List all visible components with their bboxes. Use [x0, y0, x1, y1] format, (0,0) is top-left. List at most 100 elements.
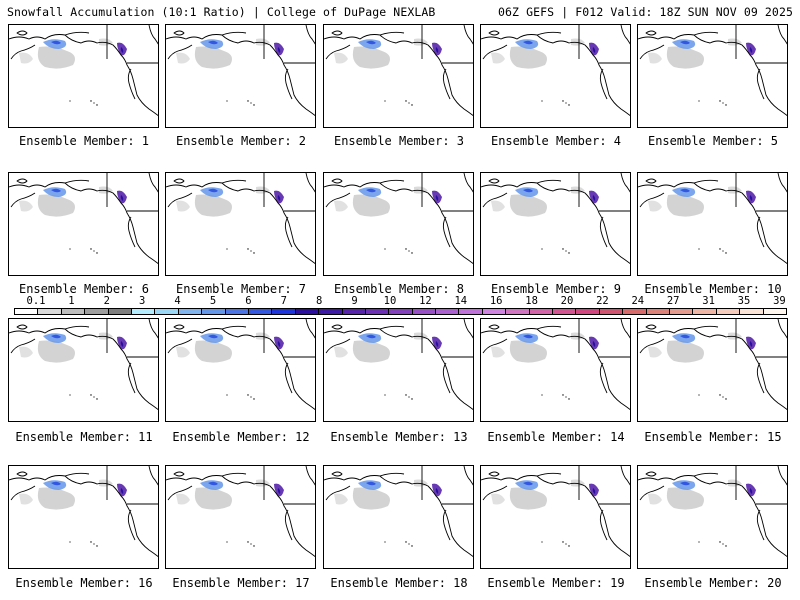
ensemble-member-caption: Ensemble Member: 7 — [175, 282, 307, 296]
ensemble-member-caption: Ensemble Member: 8 — [333, 282, 465, 296]
snowfall-map-graphic — [638, 466, 787, 558]
colorbar-swatch — [154, 308, 179, 315]
snowfall-map-graphic — [9, 25, 158, 117]
snowfall-map-graphic — [638, 25, 787, 117]
colorbar-tick-label: 20 — [560, 295, 574, 307]
ensemble-member-caption: Ensemble Member: 1 — [18, 134, 150, 148]
colorbar-swatch — [341, 308, 366, 315]
snowfall-map-graphic — [324, 466, 473, 558]
ensemble-member-caption: Ensemble Member: 10 — [644, 282, 782, 296]
colorbar-tick-label: 10 — [383, 295, 397, 307]
snowfall-colorbar-legend: 0.1 1 2 3 4 5 6 7 8 9 10 12 14 16 18 20 22 24 27 31 35 39 — [14, 295, 787, 318]
ensemble-member-map-4 — [480, 24, 631, 128]
ensemble-member-caption: Ensemble Member: 14 — [487, 430, 625, 444]
ensemble-member-map-16 — [8, 465, 159, 569]
snowfall-map-graphic — [481, 319, 630, 411]
colorbar-swatch — [669, 308, 694, 315]
colorbar-swatch — [14, 308, 39, 315]
ensemble-member-caption: Ensemble Member: 16 — [15, 576, 153, 590]
ensemble-member-map-7 — [165, 172, 316, 276]
ensemble-member-map-3 — [323, 24, 474, 128]
colorbar-tick-label: 6 — [245, 295, 252, 307]
colorbar-swatch — [388, 308, 413, 315]
colorbar-swatch — [528, 308, 554, 315]
colorbar-swatch — [645, 308, 671, 315]
ensemble-member-caption: Ensemble Member: 15 — [644, 430, 782, 444]
colorbar-swatch — [715, 308, 741, 315]
colorbar-swatch — [458, 308, 483, 315]
colorbar-tick-label: 39 — [773, 295, 786, 307]
snowfall-map-graphic — [9, 173, 158, 265]
colorbar-swatch — [598, 308, 624, 315]
colorbar-tick-label: 16 — [489, 295, 503, 307]
colorbar-swatch — [107, 308, 132, 315]
ensemble-member-caption: Ensemble Member: 9 — [490, 282, 622, 296]
colorbar-tick-label: 18 — [525, 295, 538, 307]
ensemble-member-map-15 — [637, 318, 788, 422]
ensemble-member-caption: Ensemble Member: 20 — [644, 576, 782, 590]
snowfall-map-graphic — [324, 319, 473, 411]
colorbar-swatch — [224, 308, 249, 315]
ensemble-member-map-2 — [165, 24, 316, 128]
ensemble-member-map-8 — [323, 172, 474, 276]
colorbar-tick-label: 27 — [666, 295, 680, 307]
ensemble-member-map-13 — [323, 318, 474, 422]
colorbar-tick-label: 14 — [454, 295, 468, 307]
ensemble-member-caption: Ensemble Member: 13 — [330, 430, 468, 444]
ensemble-member-map-10 — [637, 172, 788, 276]
snowfall-map-graphic — [166, 319, 315, 411]
colorbar-swatch — [294, 308, 320, 315]
ensemble-member-map-5 — [637, 24, 788, 128]
ensemble-member-caption: Ensemble Member: 19 — [487, 576, 625, 590]
colorbar-swatch — [201, 308, 226, 315]
colorbar-swatch — [622, 308, 647, 315]
ensemble-member-caption: Ensemble Member: 4 — [490, 134, 622, 148]
ensemble-member-map-9 — [480, 172, 631, 276]
colorbar-tick-label: 9 — [351, 295, 358, 307]
colorbar-swatch — [177, 308, 203, 315]
colorbar-tick-label: 7 — [280, 295, 287, 307]
colorbar-swatch — [575, 308, 600, 315]
snowfall-map-graphic — [638, 319, 787, 411]
ensemble-member-caption: Ensemble Member: 12 — [172, 430, 310, 444]
colorbar-swatch — [411, 308, 437, 315]
snowfall-map-graphic — [481, 466, 630, 558]
colorbar-tick-label: 8 — [316, 295, 323, 307]
colorbar-tick-label: 4 — [174, 295, 181, 307]
colorbar-tick-label: 24 — [631, 295, 645, 307]
colorbar-swatch — [552, 308, 577, 315]
ensemble-member-map-18 — [323, 465, 474, 569]
colorbar-tick-label: 35 — [737, 295, 751, 307]
colorbar-swatch — [435, 308, 460, 315]
colorbar-swatch — [84, 308, 109, 315]
model-run-info: 06Z GEFS | F012 Valid: 18Z SUN NOV 09 20… — [498, 5, 793, 19]
ensemble-member-caption: Ensemble Member: 11 — [15, 430, 153, 444]
colorbar-tick-label: 5 — [209, 295, 217, 307]
colorbar-tick-label: 2 — [103, 295, 110, 307]
ensemble-member-map-1 — [8, 24, 159, 128]
ensemble-member-map-19 — [480, 465, 631, 569]
map-title: Snowfall Accumulation (10:1 Ratio) | Col… — [7, 5, 436, 19]
snowfall-map-graphic — [481, 173, 630, 265]
ensemble-member-map-14 — [480, 318, 631, 422]
colorbar-tick-label: 1 — [68, 295, 75, 307]
snowfall-map-graphic — [481, 25, 630, 117]
snowfall-map-graphic — [166, 173, 315, 265]
ensemble-member-map-12 — [165, 318, 316, 422]
ensemble-member-caption: Ensemble Member: 6 — [18, 282, 150, 296]
colorbar-swatch — [364, 308, 390, 315]
colorbar-swatch — [37, 308, 62, 315]
colorbar-swatch — [271, 308, 296, 315]
ensemble-member-caption: Ensemble Member: 17 — [172, 576, 310, 590]
colorbar-swatch — [692, 308, 717, 315]
colorbar-swatch — [247, 308, 273, 315]
ensemble-member-map-11 — [8, 318, 159, 422]
snowfall-map-graphic — [9, 319, 158, 411]
colorbar-tick-label: 31 — [702, 295, 715, 307]
colorbar-tick-label: 12 — [419, 295, 432, 307]
colorbar-tick-label: 22 — [596, 295, 609, 307]
ensemble-member-map-20 — [637, 465, 788, 569]
ensemble-member-caption: Ensemble Member: 5 — [647, 134, 779, 148]
ensemble-member-caption: Ensemble Member: 3 — [333, 134, 465, 148]
snowfall-map-graphic — [324, 173, 473, 265]
